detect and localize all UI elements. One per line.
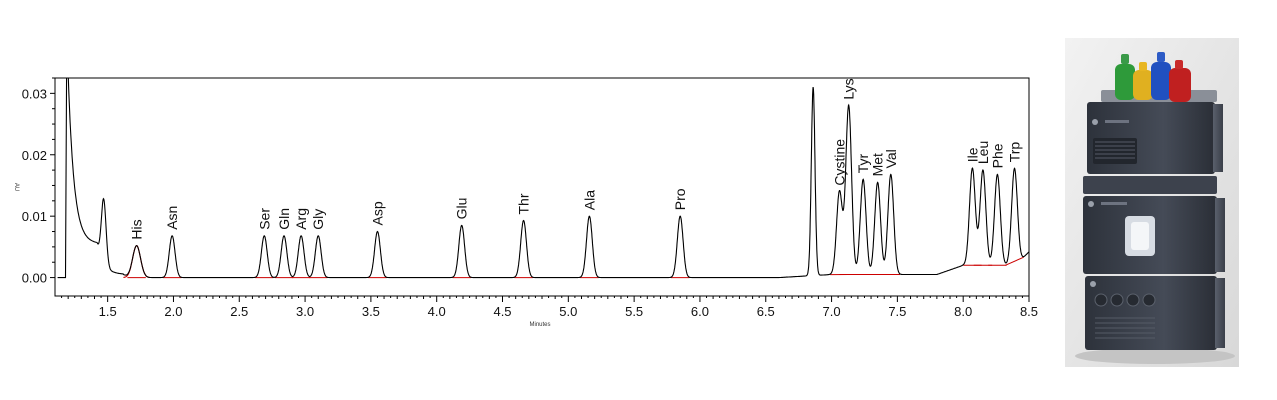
peak-label: Leu — [975, 141, 991, 164]
x-tick-label: 1.5 — [99, 304, 117, 319]
y-axis-title: AU — [13, 183, 19, 191]
peak-label: His — [129, 219, 145, 239]
peak-label: Met — [870, 153, 886, 176]
solvent-bottle-icon — [1151, 62, 1171, 100]
plot-area-frame — [54, 77, 1030, 297]
x-tick-label: 5.0 — [559, 304, 577, 319]
peak-labels: His Asn Ser Gln Arg Gly Asp Glu Thr Ala Pro Cystine… — [129, 78, 1023, 239]
peak-baselines — [123, 245, 1024, 279]
peak-label: Arg — [293, 208, 309, 230]
solvent-bottle-icon — [1133, 70, 1153, 100]
y-tick-label: 0.02 — [22, 148, 47, 163]
peak-label: Trp — [1007, 142, 1023, 163]
x-tick-label: 4.5 — [493, 304, 511, 319]
x-tick-label: 7.0 — [823, 304, 841, 319]
x-tick-label: 8.5 — [1020, 304, 1038, 319]
chromatogram-trace — [57, 78, 1029, 279]
x-tick-label: 8.0 — [954, 304, 972, 319]
peak-label: Tyr — [855, 154, 871, 174]
peak-label: Pro — [672, 188, 688, 210]
uplc-instrument-icon — [1065, 38, 1239, 367]
y-tick-label: 0.01 — [22, 209, 47, 224]
x-tick-label: 3.5 — [362, 304, 380, 319]
solvent-bottle-icon — [1169, 68, 1191, 102]
x-tick-label: 4.0 — [428, 304, 446, 319]
y-tick-label: 0.00 — [22, 271, 47, 286]
x-tick-label: 2.0 — [164, 304, 182, 319]
x-tick-label: 6.5 — [757, 304, 775, 319]
peak-baseline — [1005, 256, 1024, 266]
y-axis: 0.00 0.01 0.02 0.03 — [22, 77, 55, 286]
peak-label: Gln — [276, 208, 292, 230]
peak-label: Glu — [454, 198, 470, 220]
his-peak-highlight — [123, 245, 150, 279]
peak-label: Ile — [964, 147, 980, 162]
peak-label: Lys — [841, 78, 857, 99]
y-tick-label: 0.03 — [22, 86, 47, 101]
peak-label: Phe — [989, 143, 1005, 168]
x-axis-title: Minutes — [529, 322, 550, 328]
x-tick-label: 6.0 — [691, 304, 709, 319]
x-tick-label: 5.5 — [625, 304, 643, 319]
peak-label: Gly — [310, 209, 326, 230]
x-axis: 1.5 2.0 2.5 3.0 3.5 4.0 4.5 5.0 5.5 6.0 6.5 7.0 7.5 8… — [61, 296, 1038, 319]
peak-label: Cystine — [832, 139, 848, 186]
peak-label: Asn — [164, 206, 180, 230]
instrument-photo — [1065, 38, 1239, 367]
peak-label: Ser — [256, 208, 272, 230]
peak-label: Asp — [370, 201, 386, 225]
x-tick-label: 2.5 — [230, 304, 248, 319]
peak-label: Thr — [516, 193, 532, 214]
peak-label: Val — [883, 149, 899, 168]
solvent-bottle-icon — [1115, 64, 1135, 100]
x-tick-label: 7.5 — [888, 304, 906, 319]
x-tick-label: 3.0 — [296, 304, 314, 319]
peak-label: Ala — [581, 190, 597, 210]
chromatogram-chart: 0.00 0.01 0.02 0.03 1.5 2.0 2.5 3.0 3.5 4.0 4.5 5.… — [13, 77, 1038, 328]
